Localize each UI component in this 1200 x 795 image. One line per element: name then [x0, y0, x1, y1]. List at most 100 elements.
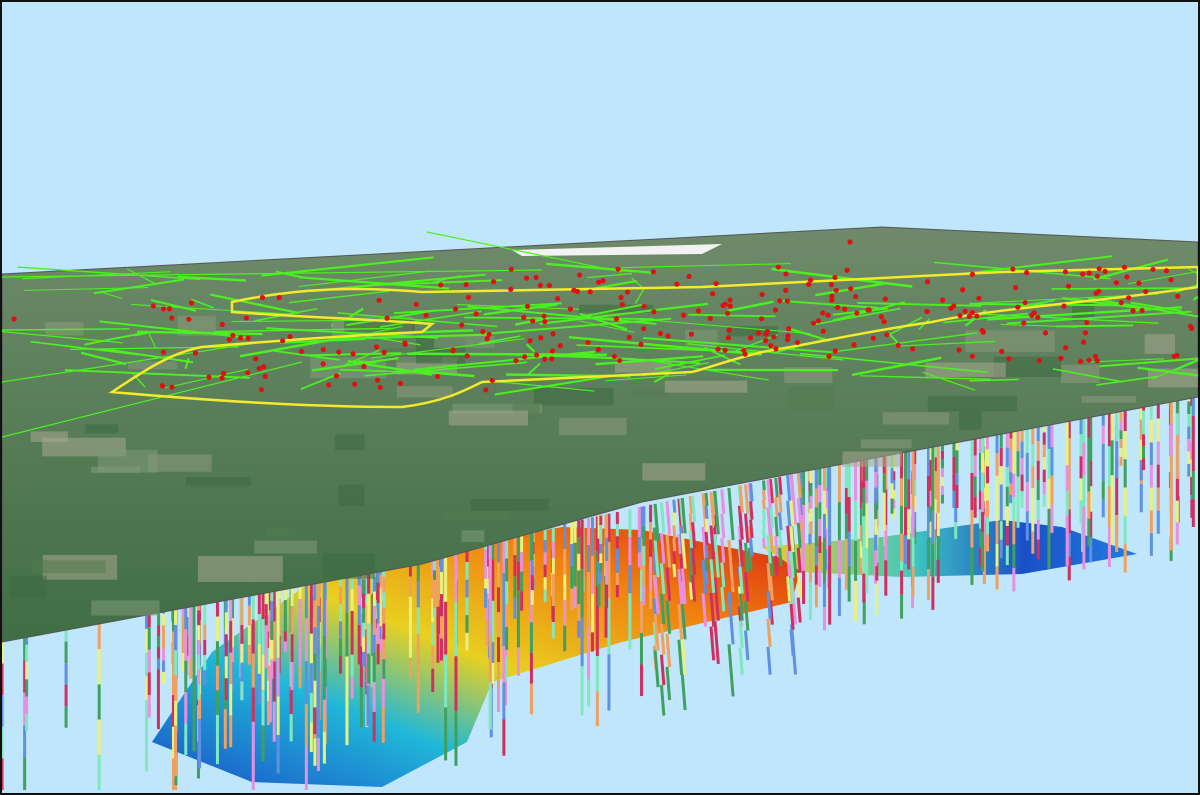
survey-point [450, 348, 456, 354]
borehole-segment [762, 518, 766, 529]
pipeline-line [17, 266, 201, 281]
town-area [512, 244, 722, 256]
survey-point [1168, 277, 1174, 283]
pipeline-line [634, 288, 645, 304]
survey-point [638, 341, 644, 347]
borehole-segment [727, 487, 735, 541]
borehole-segment [665, 501, 672, 535]
survey-point [524, 303, 531, 309]
survey-point [957, 312, 963, 319]
survey-point [326, 382, 332, 388]
field-parcel [452, 403, 543, 414]
survey-point [459, 322, 465, 328]
survey-point [245, 335, 251, 341]
survey-point [465, 294, 472, 300]
pipeline-line [811, 307, 901, 326]
survey-point [361, 363, 367, 370]
survey-point [298, 348, 305, 355]
pipeline-line [274, 349, 340, 361]
borehole-segment [679, 498, 685, 527]
survey-point [1042, 330, 1049, 336]
survey-point [948, 305, 954, 311]
pipeline-line [1051, 287, 1193, 290]
borehole-segment [744, 542, 750, 573]
survey-point [276, 294, 282, 301]
pipeline-line [184, 358, 190, 370]
survey-point [870, 335, 876, 341]
borehole-segment [796, 572, 802, 598]
pipeline-line [103, 348, 194, 364]
pipeline-line [380, 279, 503, 286]
borehole-segment [768, 478, 774, 504]
borehole-segment [768, 600, 774, 625]
survey-point [1139, 307, 1145, 314]
pipeline-line [632, 318, 811, 335]
survey-point [844, 267, 850, 273]
survey-point [256, 365, 262, 372]
survey-point [567, 306, 573, 312]
survey-point [473, 311, 479, 317]
survey-point [832, 274, 838, 281]
survey-point [333, 373, 340, 379]
survey-point [833, 287, 839, 293]
borehole-segment [762, 538, 766, 549]
borehole-segment [701, 560, 708, 594]
survey-point [773, 346, 779, 352]
borehole-segment [778, 476, 783, 495]
survey-point [1061, 303, 1067, 309]
borehole-segment [749, 537, 754, 557]
survey-point [847, 239, 853, 245]
field-parcel [254, 540, 318, 554]
borehole-segment [789, 577, 795, 604]
field-parcel [470, 499, 549, 512]
borehole-segment [665, 534, 672, 568]
pipeline-line [943, 312, 1029, 324]
borehole-segment [704, 531, 709, 546]
survey-point [438, 282, 444, 288]
survey-point [1015, 304, 1021, 310]
survey-point [980, 329, 986, 335]
pipeline-line [2, 331, 123, 344]
borehole-segment [680, 639, 687, 675]
borehole-segment [652, 551, 658, 575]
survey-point [237, 335, 244, 341]
survey-point [895, 342, 901, 348]
survey-point [483, 387, 489, 393]
survey-point [571, 287, 577, 293]
survey-point [641, 303, 647, 309]
survey-point [763, 337, 769, 344]
borehole-segment [704, 492, 709, 506]
pipeline-line [851, 356, 942, 377]
survey-point [555, 295, 561, 302]
borehole-segment [720, 513, 726, 539]
survey-point [713, 280, 719, 287]
survey-point [206, 374, 212, 380]
survey-point [783, 271, 789, 277]
field-parcel [67, 457, 96, 466]
pipeline-line [631, 277, 644, 289]
survey-point [828, 281, 834, 288]
survey-point [759, 316, 765, 322]
survey-point [1006, 356, 1012, 362]
survey-point [720, 302, 726, 309]
survey-point [245, 370, 251, 376]
borehole-segment [747, 547, 753, 570]
survey-point [377, 384, 383, 391]
borehole-segment [778, 530, 783, 549]
pipeline-line [895, 340, 996, 347]
field-parcel [9, 575, 47, 599]
borehole-segment [665, 600, 672, 634]
borehole-segment [665, 633, 672, 667]
borehole-segment [774, 516, 779, 537]
field-parcel [559, 417, 627, 436]
pipeline-line [467, 305, 657, 325]
survey-point [480, 329, 486, 335]
survey-point [665, 333, 671, 339]
survey-point [956, 347, 962, 353]
survey-point [772, 307, 779, 313]
survey-point [826, 353, 832, 360]
survey-point [261, 364, 267, 370]
pipeline-line [579, 320, 635, 333]
